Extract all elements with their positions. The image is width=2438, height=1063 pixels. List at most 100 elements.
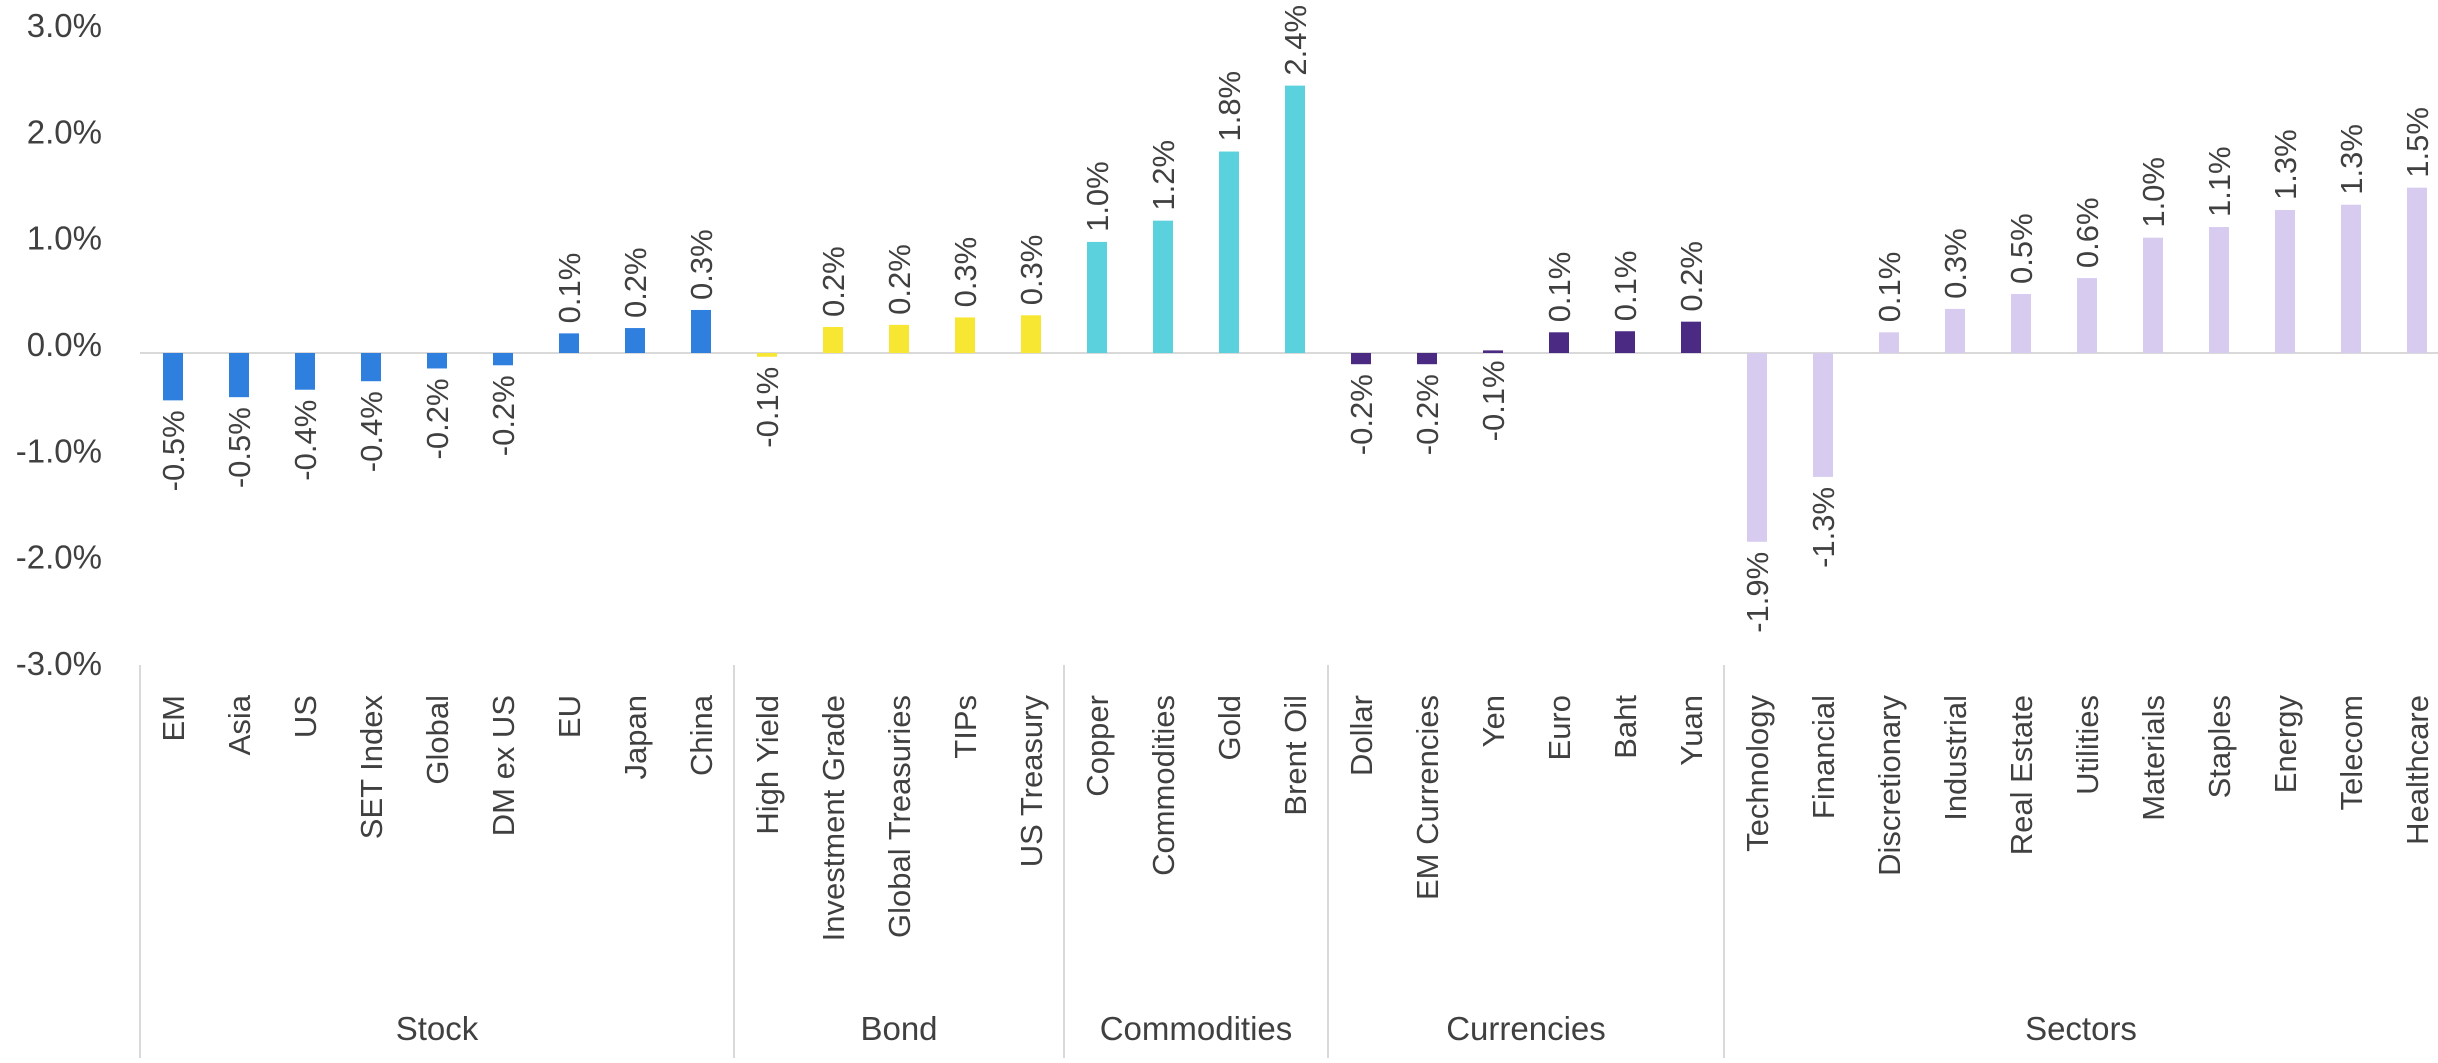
x-tick-label: EM (156, 695, 191, 742)
data-label: -0.4% (288, 400, 323, 481)
x-tick-label: TIPs (948, 695, 983, 759)
data-label: 0.1% (1542, 252, 1577, 323)
bar-em (163, 353, 183, 401)
bar-global-treasuries (889, 324, 909, 353)
x-tick-label: Real Estate (2004, 695, 2039, 855)
data-label: -0.4% (354, 391, 389, 472)
x-tick-label: Technology (1740, 695, 1775, 852)
x-tick-label: US (288, 695, 323, 738)
data-label: -1.3% (1806, 487, 1841, 568)
bar-energy (2275, 210, 2295, 353)
data-label: -1.9% (1740, 552, 1775, 633)
data-label: 1.0% (2136, 157, 2171, 228)
x-tick-label: Utilities (2070, 695, 2105, 795)
data-label: -0.1% (750, 367, 785, 448)
x-tick-label: Yuan (1674, 695, 1709, 766)
x-tick-label: Healthcare (2400, 695, 2435, 845)
data-label: 1.0% (1080, 161, 1115, 232)
bar-eu (559, 333, 579, 353)
data-label: 0.6% (2070, 197, 2105, 268)
y-tick-label: -3.0% (16, 645, 102, 682)
y-tick-label: -1.0% (16, 432, 102, 469)
data-label: 1.3% (2334, 124, 2369, 195)
y-tick-label: 3.0% (27, 7, 102, 44)
x-tick-label: Baht (1608, 695, 1643, 759)
data-label: -0.2% (420, 378, 455, 459)
data-label: 2.4% (1278, 5, 1313, 76)
bar-industrial (1945, 308, 1965, 353)
data-labels-layer: -0.5% -0.5% -0.4% -0.4% -0.2% -0.2% 0.1% 0.2% 0.… (156, 5, 2435, 633)
x-tick-label: Industrial (1938, 695, 1973, 821)
bar-telecom (2341, 204, 2361, 353)
bar-materials (2143, 237, 2163, 353)
bars-layer (163, 85, 2427, 542)
bar-tips (955, 317, 975, 353)
data-label: 0.3% (684, 229, 719, 300)
data-label: 1.5% (2400, 107, 2435, 178)
group-label: Sectors (2025, 1010, 2137, 1047)
bar-discretionary (1879, 332, 1899, 353)
x-tick-label: Asia (222, 694, 257, 755)
data-label: -0.1% (1476, 360, 1511, 441)
x-tick-label: Materials (2136, 695, 2171, 821)
x-tick-label: Investment Grade (816, 695, 851, 941)
data-label: -0.5% (156, 410, 191, 491)
y-tick-label: 2.0% (27, 113, 102, 150)
data-label: -0.2% (486, 375, 521, 456)
bar-healthcare (2407, 187, 2427, 353)
data-label: 0.2% (618, 247, 653, 318)
bar-us (295, 353, 315, 390)
x-tick-label: EU (552, 695, 587, 738)
data-label: 0.1% (1608, 251, 1643, 322)
x-tick-label: Yen (1476, 695, 1511, 747)
bar-utilities (2077, 278, 2097, 353)
bar-commodities (1153, 220, 1173, 353)
bar-global (427, 353, 447, 369)
data-label: 0.3% (1938, 228, 1973, 299)
x-axis: EM Asia US SET Index Global DM ex US EU Japan Ch… (139, 665, 2435, 1058)
data-label: -0.2% (1344, 374, 1379, 455)
bar-brent-oil (1285, 85, 1305, 354)
x-tick-label: Dollar (1344, 695, 1379, 776)
bar-set-index (361, 353, 381, 382)
x-tick-label: Financial (1806, 695, 1841, 819)
x-tick-label: Japan (618, 695, 653, 779)
y-axis: -3.0% -2.0% -1.0% 0.0% 1.0% 2.0% 3.0% (16, 7, 102, 682)
group-label: Stock (396, 1010, 479, 1047)
x-tick-label: DM ex US (486, 695, 521, 836)
x-tick-label: Copper (1080, 695, 1115, 797)
x-tick-label: US Treasury (1014, 695, 1049, 868)
x-tick-label: SET Index (354, 695, 389, 840)
data-label: 0.3% (1014, 235, 1049, 306)
x-tick-label: Energy (2268, 695, 2303, 794)
y-tick-label: 0.0% (27, 326, 102, 363)
bar-technology (1747, 353, 1767, 542)
bar-em-currencies (1417, 353, 1437, 365)
bar-china (691, 309, 711, 353)
data-label: 1.3% (2268, 129, 2303, 200)
y-tick-label: -2.0% (16, 539, 102, 576)
bar-dm-ex-us (493, 353, 513, 366)
x-tick-label: EM Currencies (1410, 695, 1445, 900)
data-label: -0.5% (222, 407, 257, 488)
bar-asia (229, 353, 249, 398)
group-label: Bond (860, 1010, 937, 1047)
x-tick-label: High Yield (750, 695, 785, 835)
x-tick-label: China (684, 694, 719, 776)
bar-gold (1219, 151, 1239, 353)
x-tick-label: Discretionary (1872, 695, 1907, 876)
bar-dollar (1351, 353, 1371, 365)
data-label: 0.3% (948, 237, 983, 308)
data-label: 0.5% (2004, 213, 2039, 284)
bar-baht (1615, 331, 1635, 353)
x-tick-label: Global Treasuries (882, 695, 917, 938)
bar-euro (1549, 332, 1569, 353)
x-tick-label: Global (420, 695, 455, 785)
data-label: 0.1% (1872, 252, 1907, 323)
x-tick-label: Telecom (2334, 695, 2369, 810)
x-tick-label: Commodities (1146, 695, 1181, 876)
data-label: 1.8% (1212, 71, 1247, 142)
group-label: Commodities (1100, 1010, 1293, 1047)
